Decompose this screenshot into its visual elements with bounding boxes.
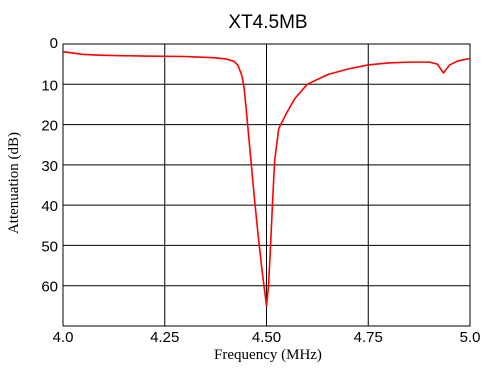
x-tick-labels: 4.0 4.25 4.50 4.75 5.0 [53, 329, 481, 346]
y-tick-label: 20 [41, 118, 58, 135]
y-tick-label: 40 [41, 198, 58, 215]
plot-frame [62, 43, 471, 327]
x-tick-label: 4.25 [150, 329, 179, 346]
x-tick-label: 4.0 [53, 329, 74, 346]
y-tick-labels: 0 10 20 30 40 50 60 [41, 35, 58, 296]
y-tick-label: 30 [41, 158, 58, 175]
y-tick-label: 50 [41, 238, 58, 255]
gridlines [63, 44, 470, 326]
x-tick-label: 5.0 [460, 329, 481, 346]
y-tick-label: 10 [41, 77, 58, 94]
y-tick-label: 0 [50, 35, 58, 52]
x-tick-label: 4.75 [354, 329, 383, 346]
x-axis-label: Frequency (MHz) [214, 347, 322, 363]
y-tick-label: 60 [41, 279, 58, 296]
x-tick-label: 4.50 [252, 329, 281, 346]
y-axis-label: Attenuation (dB) [6, 132, 22, 234]
chart-title: XT4.5MB [228, 12, 307, 33]
attenuation-curve [62, 50, 471, 307]
